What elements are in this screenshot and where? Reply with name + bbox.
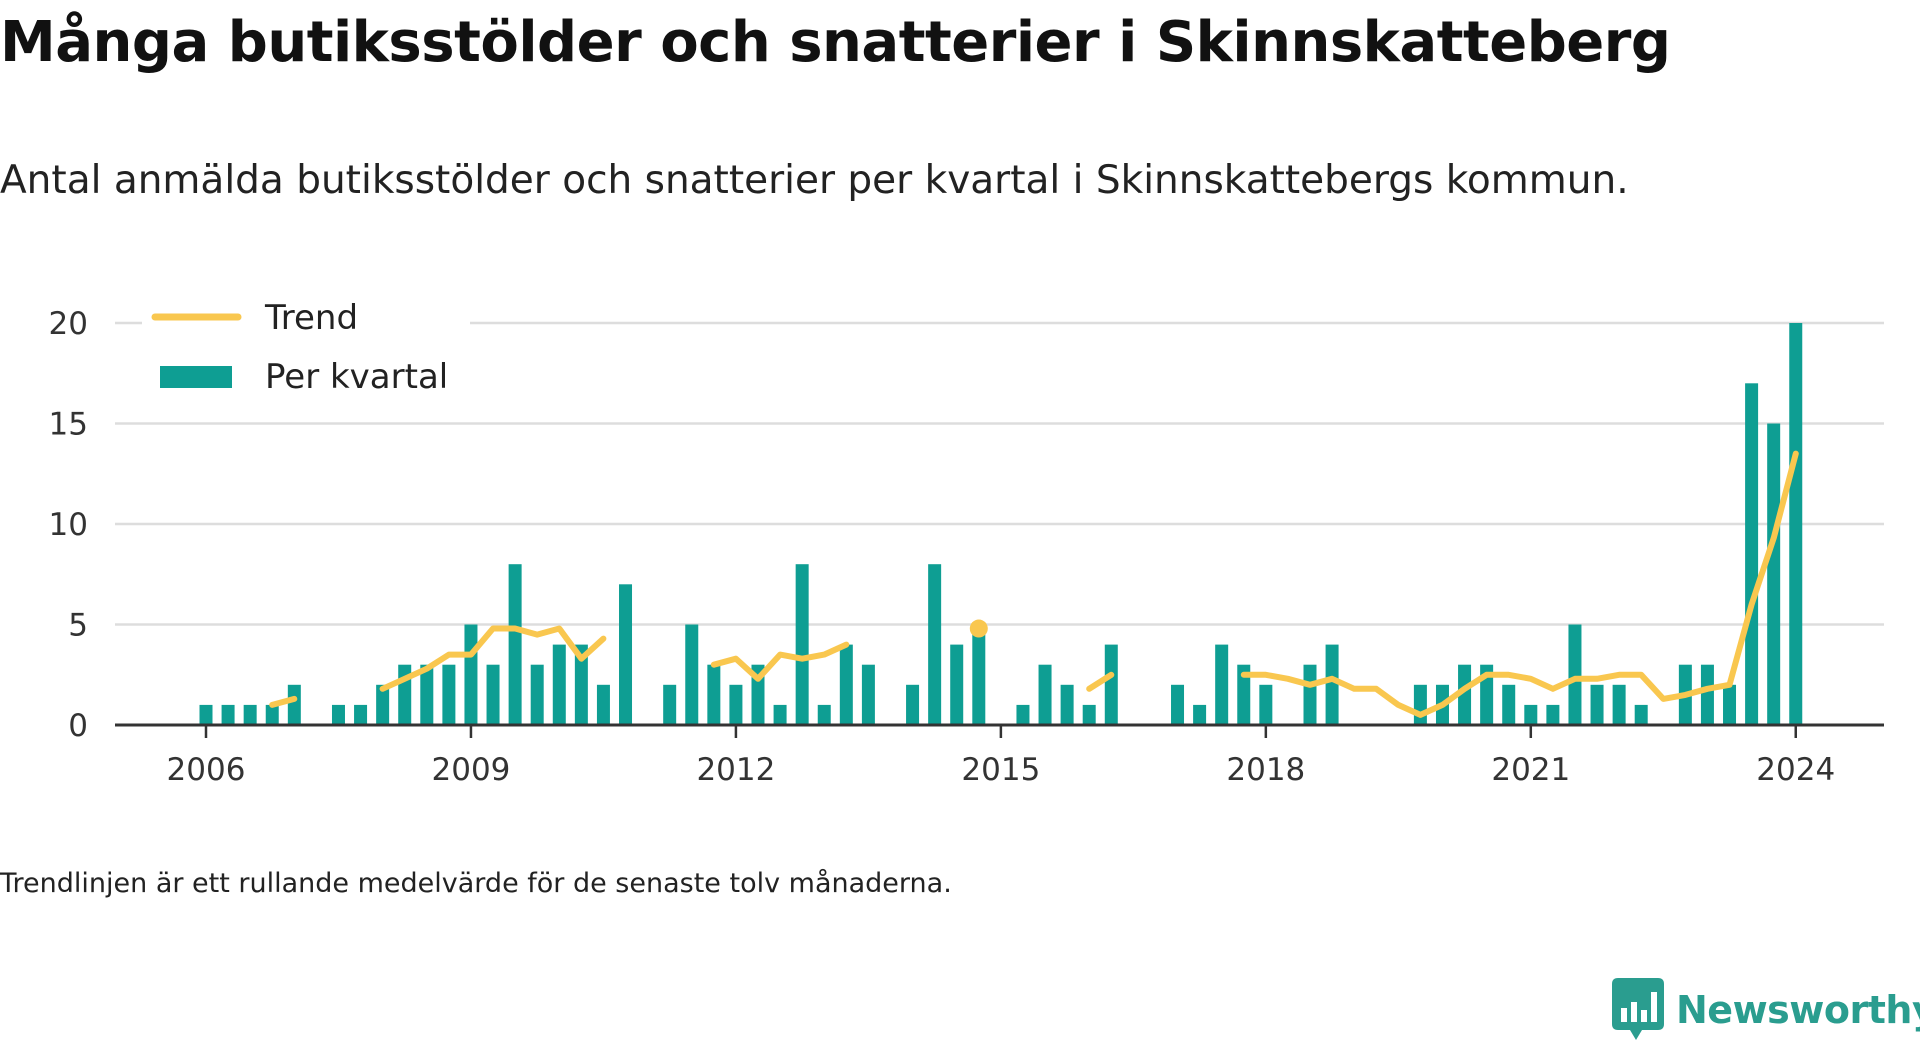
bar xyxy=(265,704,279,725)
legend-bar-swatch xyxy=(160,366,232,388)
x-tick-label: 2024 xyxy=(1756,752,1835,788)
bar xyxy=(1215,644,1229,725)
bar xyxy=(530,664,544,725)
bar xyxy=(1700,664,1714,725)
bar xyxy=(574,644,588,725)
trend-line-segment xyxy=(379,625,607,692)
bar xyxy=(1745,383,1759,725)
bar xyxy=(1259,684,1273,725)
y-tick-label: 20 xyxy=(49,306,88,342)
x-tick-label: 2021 xyxy=(1491,752,1570,788)
bar xyxy=(486,664,500,725)
bar xyxy=(331,704,345,725)
bar xyxy=(1612,684,1626,725)
trend-series xyxy=(269,450,1799,718)
chart-title: Många butiksstölder och snatterier i Ski… xyxy=(0,10,1671,75)
bar xyxy=(221,704,235,725)
chart-canvas: 0 5 10 15 20 2006 2009 2012 2015 2018 2021 2024 Tre… xyxy=(49,276,1884,788)
bar xyxy=(464,624,478,725)
bar xyxy=(1568,624,1582,725)
bar xyxy=(354,704,368,725)
bar xyxy=(1303,664,1317,725)
legend-bar-label: Per kvartal xyxy=(265,357,448,397)
trend-line-segment xyxy=(269,695,298,708)
bar xyxy=(442,664,456,725)
bar xyxy=(1723,684,1737,725)
bar xyxy=(1458,664,1472,725)
y-tick-label: 10 xyxy=(49,507,88,543)
bar xyxy=(1546,704,1560,725)
bar xyxy=(508,564,522,725)
legend-trend-label: Trend xyxy=(264,298,358,338)
bar xyxy=(243,704,257,725)
bar xyxy=(1789,323,1803,725)
trend-line-segment xyxy=(710,641,850,682)
bar xyxy=(287,684,301,725)
bar xyxy=(707,664,721,725)
bar xyxy=(906,684,920,725)
x-tick-label: 2018 xyxy=(1226,752,1305,788)
newsworthy-logo-icon xyxy=(1612,978,1664,1040)
x-tick-label: 2012 xyxy=(696,752,775,788)
bar xyxy=(1767,423,1781,725)
bar xyxy=(928,564,942,725)
footnote: Trendlinjen är ett rullande medelvärde f… xyxy=(0,868,952,899)
bar xyxy=(1325,644,1339,725)
bar xyxy=(1634,704,1648,725)
bar xyxy=(795,564,809,725)
trend-point xyxy=(969,619,988,638)
newsworthy-logo[interactable]: Newsworthy xyxy=(1612,978,1920,1042)
bar xyxy=(199,704,213,725)
x-tick-label: 2006 xyxy=(167,752,246,788)
x-tick-label: 2015 xyxy=(961,752,1040,788)
legend: Trend Per kvartal xyxy=(142,276,470,397)
newsworthy-logo-text: Newsworthy xyxy=(1676,988,1920,1032)
bar xyxy=(420,664,434,725)
bar xyxy=(1082,704,1096,725)
bar xyxy=(1524,704,1538,725)
bar xyxy=(950,644,964,725)
bar xyxy=(972,624,986,725)
bar xyxy=(376,684,390,725)
bar xyxy=(552,644,566,725)
bar xyxy=(773,704,787,725)
bar xyxy=(1104,644,1118,725)
axes: 0 5 10 15 20 2006 2009 2012 2015 2018 2021 2024 xyxy=(49,306,1884,788)
bar xyxy=(839,644,853,725)
bar xyxy=(1237,664,1251,725)
bar xyxy=(619,584,633,725)
y-tick-label: 15 xyxy=(49,407,88,443)
bar xyxy=(1171,684,1185,725)
y-tick-label: 0 xyxy=(68,708,88,744)
trend-line-segment xyxy=(1240,450,1799,718)
x-tick-label: 2009 xyxy=(432,752,511,788)
bar xyxy=(861,664,875,725)
bar xyxy=(1193,704,1207,725)
bar xyxy=(1413,684,1427,725)
chart-subtitle: Antal anmälda butiksstölder och snatteri… xyxy=(0,158,1629,203)
bar-series xyxy=(199,323,1803,725)
bar xyxy=(1038,664,1052,725)
bar xyxy=(1590,684,1604,725)
y-tick-label: 5 xyxy=(68,608,88,644)
bar xyxy=(729,684,743,725)
bar xyxy=(596,684,610,725)
bar xyxy=(1502,684,1516,725)
bar xyxy=(1060,684,1074,725)
bar xyxy=(1016,704,1030,725)
bar xyxy=(663,684,677,725)
bar xyxy=(685,624,699,725)
trend-line-segment xyxy=(1086,671,1115,692)
bar xyxy=(817,704,831,725)
